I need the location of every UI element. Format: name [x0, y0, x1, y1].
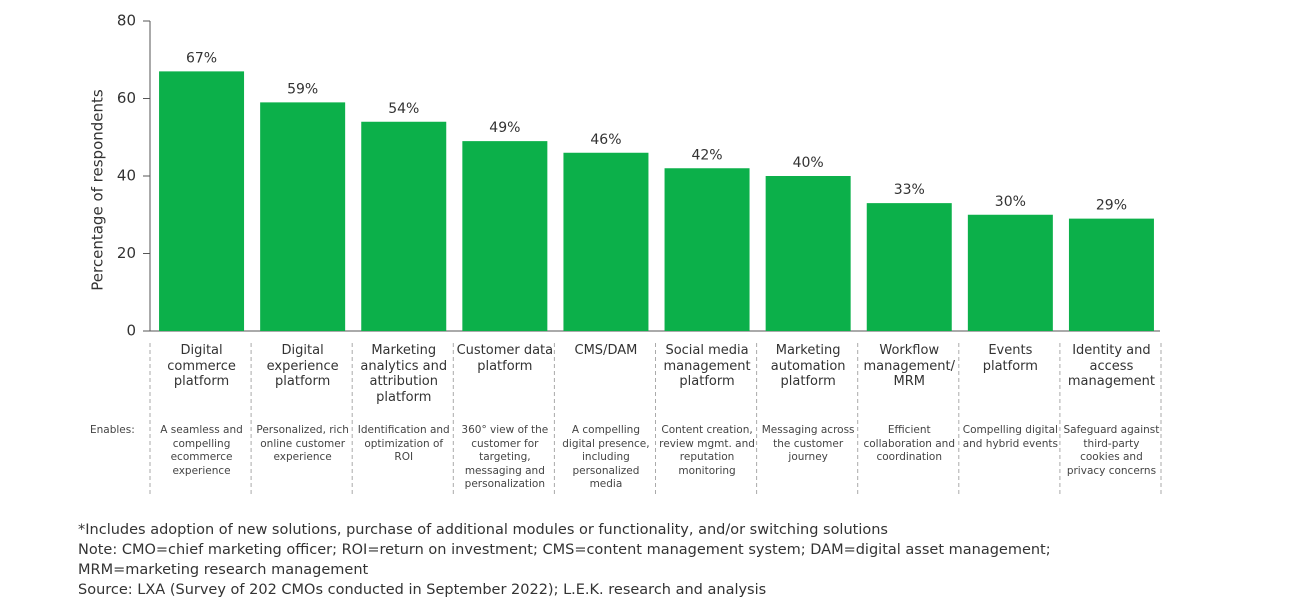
enables-label: Enables: — [90, 424, 135, 436]
y-tick-label: 80 — [117, 12, 136, 30]
bar — [563, 152, 649, 331]
y-tick-label: 0 — [126, 322, 136, 340]
bar — [1068, 218, 1154, 331]
value-label: 42% — [691, 147, 722, 163]
category-label: Customer data platform — [456, 343, 554, 374]
enables-text: A compelling digital presence, including… — [562, 424, 650, 490]
enables-text: Messaging across the customer journey — [761, 424, 855, 463]
y-tick-label: 20 — [117, 244, 136, 262]
value-label: 46% — [590, 132, 621, 148]
enables-text: Identification and optimization of ROI — [357, 424, 450, 463]
bar — [462, 141, 548, 331]
enables-text: 360° view of the customer for targeting,… — [461, 424, 549, 490]
y-axis-label: Percentage of respondents — [89, 89, 107, 291]
value-label: 54% — [388, 101, 419, 117]
enables-text: Content creation, review mgmt. and reput… — [659, 424, 755, 477]
note: *Includes adoption of new solutions, pur… — [78, 522, 888, 538]
enables-text: Efficient collaboration and coordination — [863, 424, 955, 463]
category-label: Workflow management/ MRM — [863, 343, 955, 389]
bar — [260, 102, 346, 331]
category-label: Social media management platform — [663, 343, 751, 389]
category-label: Marketing analytics and attribution plat… — [360, 343, 448, 405]
bar — [361, 121, 447, 331]
note: Source: LXA (Survey of 202 CMOs conducte… — [78, 582, 767, 598]
enables-text: Compelling digital and hybrid events — [962, 424, 1058, 450]
enables-text: Personalized, rich online customer exper… — [256, 424, 349, 463]
bar — [866, 203, 952, 331]
notes: *Includes adoption of new solutions, pur… — [78, 520, 1128, 600]
y-tick-label: 40 — [117, 167, 136, 185]
value-label: 67% — [186, 50, 217, 66]
value-label: 40% — [793, 155, 824, 171]
value-label: 49% — [489, 120, 520, 136]
enables-text: Safeguard against third-party cookies an… — [1063, 424, 1160, 477]
category-label: Events platform — [982, 343, 1038, 374]
value-label: 29% — [1096, 198, 1127, 214]
category-label: CMS/DAM — [574, 343, 638, 358]
category-label: Identity and access management — [1067, 343, 1155, 389]
bar — [159, 71, 245, 331]
bar — [765, 176, 851, 331]
note: Note: CMO=chief marketing officer; ROI=r… — [78, 542, 1051, 578]
value-label: 59% — [287, 81, 318, 97]
enables-text: A seamless and compelling ecommerce expe… — [160, 424, 243, 477]
value-label: 30% — [995, 194, 1026, 210]
value-label: 33% — [894, 182, 925, 198]
category-label: Digital commerce platform — [167, 343, 236, 389]
bar — [664, 168, 750, 331]
bar — [967, 214, 1053, 331]
y-tick-label: 60 — [117, 89, 136, 107]
category-label: Marketing automation platform — [770, 343, 846, 389]
category-label: Digital experience platform — [266, 343, 339, 389]
